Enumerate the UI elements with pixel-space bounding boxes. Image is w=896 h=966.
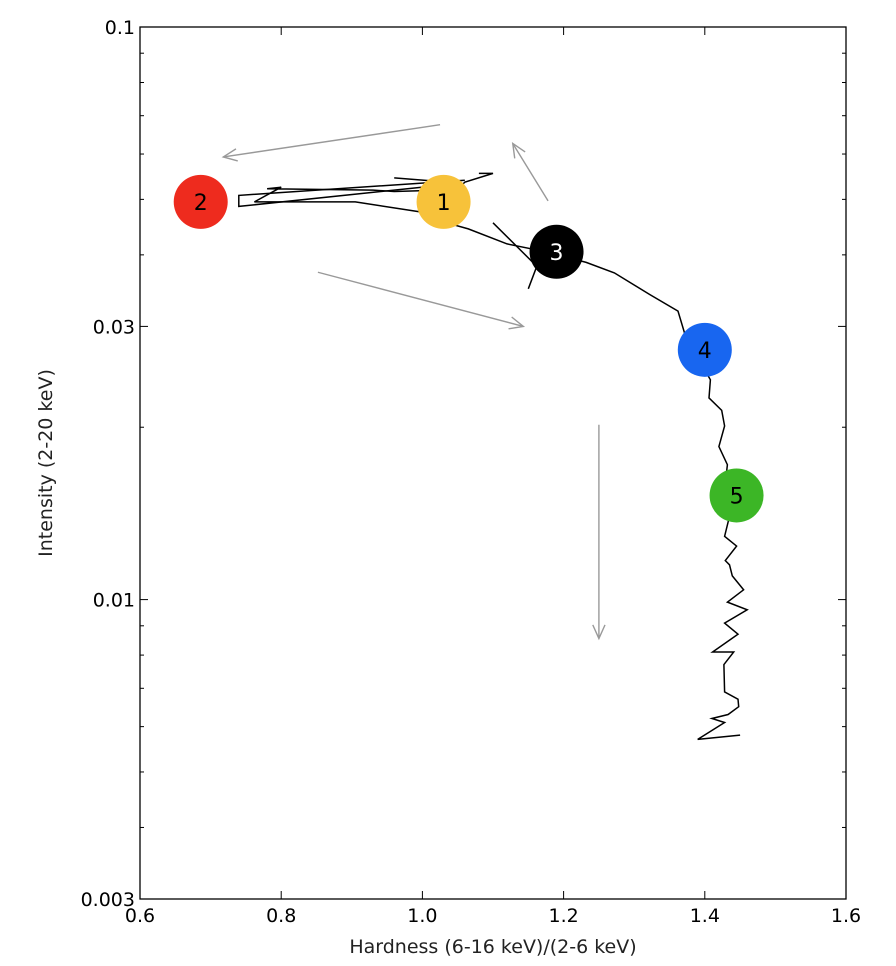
trend-arrow bbox=[317, 271, 526, 330]
arrows bbox=[221, 124, 606, 641]
trend-arrow-head bbox=[511, 142, 526, 159]
trend-arrow-shaft bbox=[512, 143, 549, 202]
state-marker-label: 5 bbox=[730, 484, 744, 509]
state-marker-3: 3 bbox=[529, 224, 584, 279]
trend-arrow-head bbox=[592, 624, 606, 641]
state-marker-label: 1 bbox=[437, 191, 451, 216]
x-axis-label: Hardness (6-16 keV)/(2-6 keV) bbox=[349, 936, 636, 958]
state-marker-label: 2 bbox=[194, 191, 208, 216]
state-marker-1: 1 bbox=[416, 174, 471, 229]
state-marker-2: 2 bbox=[173, 174, 228, 229]
state-marker-circle bbox=[709, 468, 764, 523]
plot-area bbox=[139, 26, 847, 900]
y-tick-label: 0.03 bbox=[93, 316, 135, 338]
state-marker-4: 4 bbox=[677, 322, 732, 377]
x-tick-label: 1.0 bbox=[407, 905, 437, 927]
x-tick-label: 0.8 bbox=[266, 905, 296, 927]
state-marker-circle bbox=[416, 174, 471, 229]
y-axis-label: Intensity (2-20 keV) bbox=[35, 369, 57, 557]
trajectory-line bbox=[254, 172, 749, 741]
trend-arrow-shaft bbox=[317, 271, 524, 328]
trend-arrow bbox=[511, 142, 549, 202]
trend-arrow-head bbox=[508, 316, 526, 330]
state-marker-circle bbox=[173, 174, 228, 229]
x-tick-label: 1.4 bbox=[690, 905, 720, 927]
x-tick-label: 0.6 bbox=[125, 905, 155, 927]
y-tick-label: 0.01 bbox=[93, 590, 135, 612]
trend-arrow-head bbox=[221, 148, 238, 162]
x-tick-label: 1.6 bbox=[831, 905, 861, 927]
tick-labels: 0.6 0.8 1.0 1.2 1.4 1.6 0.003 0.01 0.03 0.1 bbox=[81, 17, 862, 927]
state-markers: 1 2 3 4 5 bbox=[173, 174, 764, 523]
state-marker-5: 5 bbox=[709, 468, 764, 523]
y-tick-label: 0.1 bbox=[105, 17, 135, 39]
trend-arrow bbox=[592, 424, 606, 641]
state-marker-circle bbox=[677, 322, 732, 377]
state-marker-label: 3 bbox=[550, 241, 564, 266]
trajectory bbox=[238, 172, 749, 741]
x-tick-label: 1.2 bbox=[548, 905, 578, 927]
axis-ticks bbox=[139, 26, 847, 900]
y-tick-label: 0.003 bbox=[81, 889, 135, 911]
state-marker-label: 4 bbox=[698, 339, 712, 364]
trend-arrow bbox=[221, 124, 441, 162]
trend-arrow-shaft bbox=[223, 124, 441, 158]
state-marker-circle bbox=[529, 224, 584, 279]
